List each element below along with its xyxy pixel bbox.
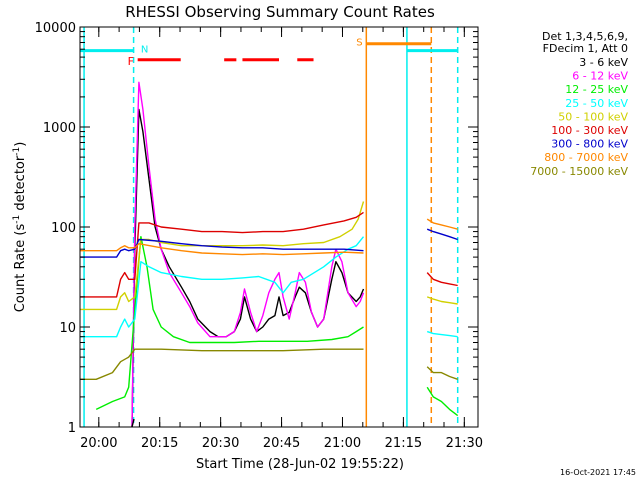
series-line-7000-15000-kev-8 xyxy=(80,348,364,380)
series-line-100-300-kev-5 xyxy=(80,211,364,298)
series-line-25-50-kev-14 xyxy=(426,330,458,338)
y-tick-label-1000: 1000 xyxy=(43,121,76,136)
x-tick-label-20-00: 20:00 xyxy=(80,436,117,451)
series-line-3-6-kev-9 xyxy=(131,418,135,428)
x-axis-label: Start Time (28-Jun-02 19:55:22) xyxy=(196,457,404,472)
generation-timestamp: 16-Oct-2021 17:45 xyxy=(560,468,636,477)
y-tick-label-1: 1 xyxy=(68,421,76,436)
legend-entry-300-800-kev: 300 - 800 keV xyxy=(551,138,628,151)
chart-title: RHESSI Observing Summary Count Rates xyxy=(125,3,435,21)
series-line-800-7000-kev-7 xyxy=(80,242,364,256)
flare-marker-label: F xyxy=(128,55,134,68)
x-tick-label-20-30: 20:30 xyxy=(202,436,239,451)
legend-entry-12-25-kev: 12 - 25 keV xyxy=(565,83,628,96)
y-label-mid: detector xyxy=(13,155,28,215)
series-line-25-50-kev-3 xyxy=(80,236,365,338)
y-tick-label-100: 100 xyxy=(51,221,76,236)
legend-entry-7000-15000-kev: 7000 - 15000 keV xyxy=(530,165,628,178)
y-label-exponent: -1 xyxy=(12,215,22,224)
legend-entry-6-12-kev: 6 - 12 keV xyxy=(572,70,628,83)
y-axis-label: Count Rate (s-1 detector-1) xyxy=(12,142,28,313)
y-label-exponent-2: -1 xyxy=(12,147,22,156)
saa-marker-label: S xyxy=(356,38,362,49)
y-label-suffix: ) xyxy=(13,142,28,147)
series-line-6-12-kev-1 xyxy=(131,81,365,428)
legend-entry-800-7000-kev: 800 - 7000 keV xyxy=(544,151,628,164)
series-line-50-100-kev-4 xyxy=(80,201,365,311)
series-line-100-300-kev-10 xyxy=(426,272,458,287)
legend-entry-100-300-kev: 100 - 300 keV xyxy=(551,124,628,137)
legend: Det 1,3,4,5,6,9, FDecim 1, Att 0 3 - 6 k… xyxy=(530,30,628,178)
night-marker-label: N xyxy=(141,45,148,56)
axes: 1 10 100 1000 10000 20:00 20:15 20:30 20:45 21:00… xyxy=(35,21,483,451)
x-tick-label-21-15: 21:15 xyxy=(385,436,422,451)
legend-entry-3-6-kev: 3 - 6 keV xyxy=(579,56,628,69)
legend-entry-50-100-kev: 50 - 100 keV xyxy=(558,110,628,123)
series-line-300-800-kev-12 xyxy=(426,228,458,241)
plot-area: FN S xyxy=(80,27,459,428)
series-line-300-800-kev-6 xyxy=(80,238,364,258)
series-line-12-25-kev-2 xyxy=(95,235,364,411)
x-tick-label-20-45: 20:45 xyxy=(263,436,300,451)
series-line-50-100-kev-13 xyxy=(426,296,458,305)
legend-header-line-1: Det 1,3,4,5,6,9, xyxy=(542,30,628,43)
x-tick-label-21-00: 21:00 xyxy=(324,436,361,451)
legend-header-line-2: FDecim 1, Att 0 xyxy=(543,42,628,55)
x-tick-label-21-30: 21:30 xyxy=(446,436,483,451)
series-line-7000-15000-kev-16 xyxy=(426,366,458,380)
series-line-12-25-kev-15 xyxy=(426,386,459,417)
series-line-800-7000-kev-11 xyxy=(426,218,458,230)
x-tick-label-20-15: 20:15 xyxy=(141,436,178,451)
y-tick-label-10: 10 xyxy=(59,321,76,336)
legend-entry-25-50-kev: 25 - 50 keV xyxy=(565,97,628,110)
y-tick-label-10000: 10000 xyxy=(35,21,76,36)
y-label-prefix: Count Rate (s xyxy=(13,224,28,313)
